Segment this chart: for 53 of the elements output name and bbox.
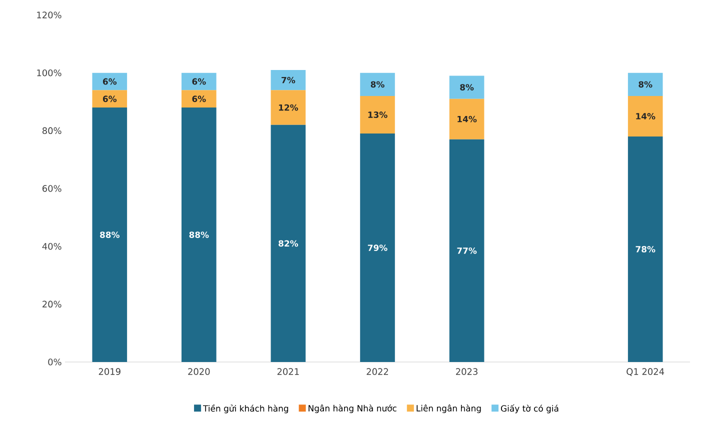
data-label: 6% — [192, 78, 206, 85]
bar — [360, 134, 395, 362]
bar — [449, 98, 484, 140]
data-label: 6% — [192, 96, 206, 102]
data-label: 8% — [370, 81, 384, 88]
bar — [628, 136, 663, 362]
x-tick-label: 2023 — [456, 368, 478, 375]
bar — [628, 96, 663, 136]
bar — [92, 90, 128, 108]
legend-label: Ngân hàng Nhà nước — [308, 404, 396, 414]
y-tick-label: 100% — [37, 69, 62, 76]
y-tick-label: 20% — [42, 300, 62, 308]
data-label: 82% — [278, 240, 298, 247]
y-tick-label: 60% — [42, 185, 62, 192]
x-tick-label: 2019 — [98, 368, 120, 375]
legend-label: Tiền gửi khách hàng — [203, 404, 288, 414]
legend-label: Giấy tờ có giá — [500, 404, 558, 414]
data-label: 77% — [457, 247, 477, 254]
y-tick-label: 80% — [42, 127, 62, 134]
bar — [449, 139, 484, 362]
data-label: 6% — [102, 78, 117, 85]
bar — [628, 72, 663, 96]
bar — [270, 90, 306, 125]
bar — [92, 108, 128, 362]
x-tick-label: 2020 — [188, 368, 210, 375]
data-label: 12% — [279, 104, 298, 111]
legend-label: Liên ngân hàng — [416, 404, 481, 414]
data-label: 78% — [636, 246, 656, 252]
bar — [360, 72, 395, 96]
data-label: 8% — [638, 81, 652, 88]
data-label: 8% — [460, 84, 474, 90]
data-label: 14% — [458, 116, 477, 122]
y-tick-label: 120% — [37, 12, 62, 18]
x-tick-label: 2022 — [366, 368, 388, 375]
bar — [182, 90, 216, 108]
bar — [270, 124, 306, 362]
bar — [449, 76, 484, 99]
data-label: 7% — [282, 76, 296, 84]
y-tick-label: 40% — [42, 242, 62, 250]
data-label: 6% — [102, 96, 117, 102]
data-label: 88% — [100, 232, 120, 238]
bar — [92, 72, 128, 90]
bar — [182, 72, 216, 90]
data-label: 88% — [189, 232, 209, 238]
bar — [182, 108, 216, 362]
bar — [270, 70, 306, 90]
data-label: 14% — [636, 113, 656, 120]
data-label: 13% — [368, 112, 388, 118]
bar — [360, 96, 395, 134]
data-label: 79% — [368, 244, 388, 251]
y-tick-label: 0% — [48, 358, 62, 366]
x-tick-label: Q1 2024 — [626, 368, 664, 376]
x-tick-label: 2021 — [277, 368, 299, 375]
